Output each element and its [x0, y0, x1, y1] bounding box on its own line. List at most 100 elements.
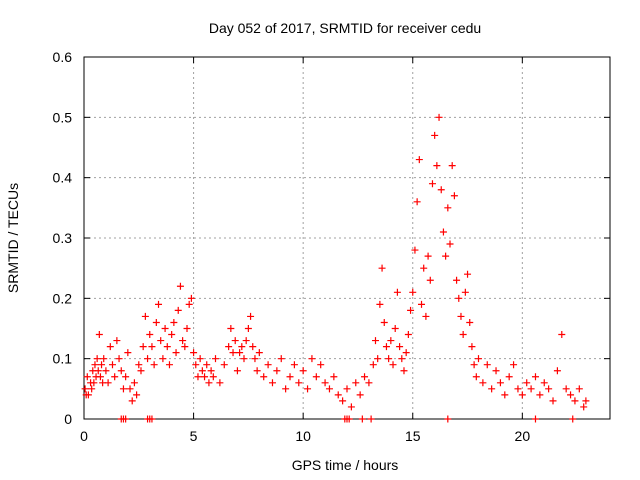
- data-point: [422, 312, 430, 320]
- data-point: [374, 355, 382, 363]
- data-point: [446, 240, 454, 248]
- data-point: [496, 379, 504, 387]
- y-tick-label: 0: [64, 411, 72, 427]
- data-point: [295, 379, 303, 387]
- data-point: [144, 355, 152, 363]
- data-point: [385, 355, 393, 363]
- data-point: [216, 379, 224, 387]
- data-point: [396, 343, 404, 351]
- data-point: [244, 325, 252, 332]
- data-point: [251, 355, 259, 363]
- x-tick-label: 5: [190, 428, 198, 444]
- data-point: [229, 349, 237, 357]
- data-point: [472, 373, 480, 381]
- data-point: [130, 379, 138, 387]
- data-point: [187, 294, 195, 302]
- data-point: [84, 391, 92, 399]
- x-tick-label: 10: [295, 428, 311, 444]
- data-point: [461, 288, 469, 296]
- data-point: [152, 318, 160, 326]
- data-point: [94, 367, 102, 375]
- data-point: [93, 355, 101, 363]
- data-point: [358, 415, 366, 423]
- data-point: [165, 361, 173, 369]
- data-point: [148, 343, 156, 351]
- plot-frame: [83, 56, 611, 420]
- data-point: [135, 361, 143, 369]
- data-point: [104, 379, 112, 387]
- data-point: [220, 361, 228, 369]
- data-point: [91, 361, 99, 369]
- data-point: [575, 385, 583, 393]
- data-point: [122, 373, 130, 381]
- data-point: [168, 331, 176, 339]
- data-point: [582, 397, 590, 405]
- data-point: [148, 415, 156, 423]
- data-point: [273, 367, 281, 375]
- data-point: [192, 361, 200, 369]
- data-point: [457, 312, 465, 320]
- data-point: [361, 373, 369, 381]
- data-point: [376, 300, 384, 308]
- data-point: [558, 331, 566, 339]
- data-point: [128, 397, 136, 405]
- data-point: [183, 325, 191, 332]
- data-point: [553, 367, 561, 375]
- data-point: [402, 349, 410, 357]
- data-point: [90, 379, 98, 387]
- data-point: [562, 385, 570, 393]
- data-point: [227, 325, 235, 332]
- data-point: [365, 379, 373, 387]
- y-tick-label: 0.2: [53, 290, 73, 306]
- data-point: [247, 312, 255, 320]
- data-point: [352, 379, 360, 387]
- data-point: [483, 361, 491, 369]
- data-point: [505, 373, 513, 381]
- data-point: [286, 373, 294, 381]
- data-point: [380, 318, 388, 326]
- data-point: [367, 415, 375, 423]
- data-point: [415, 156, 423, 164]
- data-point: [122, 415, 130, 423]
- data-point: [268, 379, 276, 387]
- data-point: [233, 367, 241, 375]
- y-tick-label: 0.5: [53, 109, 73, 125]
- data-point: [253, 367, 261, 375]
- data-point: [238, 343, 246, 351]
- data-point: [439, 228, 447, 236]
- data-point: [492, 367, 500, 375]
- data-point: [240, 355, 248, 363]
- data-point: [236, 349, 244, 357]
- data-point: [317, 361, 325, 369]
- data-point: [179, 337, 187, 345]
- data-point: [437, 186, 445, 194]
- chart-title: Day 052 of 2017, SRMTID for receiver ced…: [209, 20, 481, 36]
- data-point: [203, 361, 211, 369]
- data-point: [242, 337, 250, 345]
- data-point: [431, 131, 439, 139]
- data-point: [212, 355, 219, 363]
- data-point: [334, 391, 342, 399]
- data-point: [389, 361, 397, 369]
- data-point: [382, 343, 390, 351]
- data-point: [400, 367, 408, 375]
- data-point: [282, 385, 290, 393]
- data-point: [330, 373, 338, 381]
- data-point: [347, 403, 355, 411]
- data-point: [98, 361, 106, 369]
- data-point: [190, 349, 198, 357]
- data-point: [371, 337, 379, 345]
- data-point: [404, 331, 412, 339]
- data-point: [124, 349, 132, 357]
- data-point: [464, 270, 472, 278]
- data-point: [569, 415, 577, 423]
- data-point: [117, 367, 125, 375]
- data-point: [159, 355, 167, 363]
- data-point: [468, 343, 476, 351]
- data-point: [356, 391, 364, 399]
- x-tick-label: 15: [405, 428, 421, 444]
- data-point: [312, 373, 320, 381]
- data-point: [407, 306, 415, 314]
- data-point: [523, 379, 531, 387]
